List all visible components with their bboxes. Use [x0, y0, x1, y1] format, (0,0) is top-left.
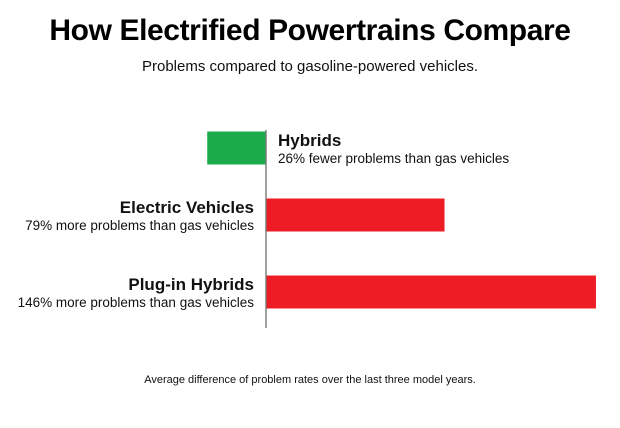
chart-subtitle: Problems compared to gasoline-powered ve… [141, 58, 478, 75]
bar-plug-in-hybrids [266, 275, 596, 309]
chart-title: How Electrified Powertrains Compare [49, 14, 571, 47]
description-label-plug-in-hybrids: 146% more problems than gas vehicles [18, 295, 255, 310]
category-label-electric-vehicles: Electric Vehicles [120, 198, 254, 217]
category-label-plug-in-hybrids: Plug-in Hybrids [128, 275, 254, 294]
bar-hybrids [207, 131, 266, 165]
description-label-electric-vehicles: 79% more problems than gas vehicles [25, 218, 254, 233]
chart-footnote: Average difference of problem rates over… [144, 374, 476, 386]
category-label-hybrids: Hybrids [278, 131, 341, 150]
description-label-hybrids: 26% fewer problems than gas vehicles [278, 151, 509, 166]
bar-electric-vehicles [266, 198, 445, 232]
